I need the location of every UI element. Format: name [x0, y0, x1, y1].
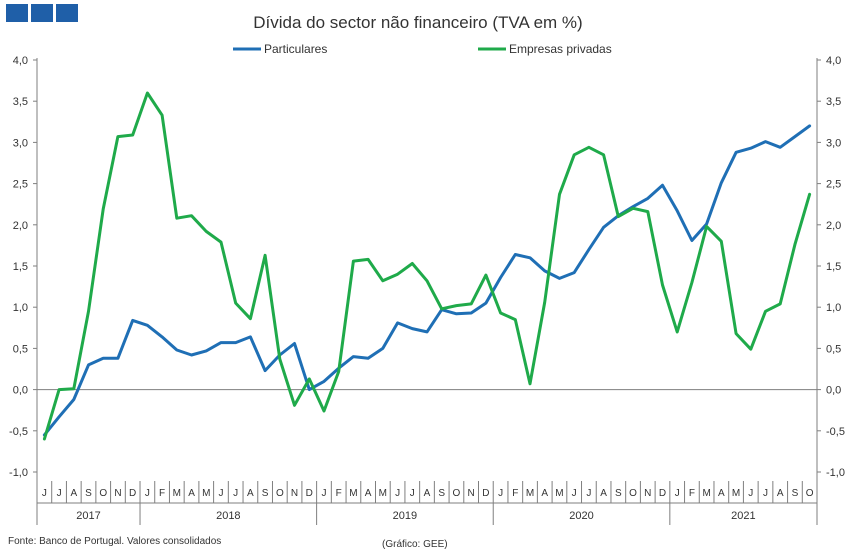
right-tick-label: 3,0 — [826, 137, 841, 149]
month-label: D — [659, 488, 666, 499]
month-label: A — [70, 488, 77, 499]
month-label: A — [188, 488, 195, 499]
month-label: D — [306, 488, 313, 499]
month-label: A — [247, 488, 254, 499]
month-label: D — [482, 488, 489, 499]
month-label: F — [689, 488, 695, 499]
month-label: D — [129, 488, 136, 499]
month-label: S — [792, 488, 799, 499]
month-label: J — [572, 488, 577, 499]
month-label: O — [276, 488, 284, 499]
month-label: M — [349, 488, 357, 499]
month-label: M — [173, 488, 181, 499]
month-label: J — [410, 488, 415, 499]
month-label: M — [732, 488, 740, 499]
right-tick-label: 2,5 — [826, 179, 841, 191]
legend-label-particulares: Particulares — [264, 42, 327, 56]
month-label: F — [512, 488, 518, 499]
left-tick-label: -1,0 — [9, 467, 28, 479]
legend: Particulares Empresas privadas — [233, 42, 612, 56]
right-tick-label: -0,5 — [826, 426, 845, 438]
month-label: J — [218, 488, 223, 499]
month-label: J — [395, 488, 400, 499]
month-label: F — [159, 488, 165, 499]
month-label: M — [379, 488, 387, 499]
month-label: O — [99, 488, 107, 499]
month-label: A — [424, 488, 431, 499]
month-label: N — [291, 488, 298, 499]
month-label: O — [453, 488, 461, 499]
logo-square — [31, 4, 53, 22]
month-label: A — [718, 488, 725, 499]
year-label: 2017 — [76, 510, 100, 522]
month-label: A — [777, 488, 784, 499]
month-label: N — [114, 488, 121, 499]
month-label: M — [202, 488, 210, 499]
month-label: J — [321, 488, 326, 499]
left-tick-label: 0,0 — [13, 385, 28, 397]
right-tick-label: 2,0 — [826, 220, 841, 232]
right-y-axis: 4,0 3,5 3,0 2,5 2,0 1,5 1,0 0,5 0,0 -0,5 -1,0 — [817, 55, 845, 479]
left-tick-label: 2,0 — [13, 220, 28, 232]
chart-title: Dívida do sector não financeiro (TVA em … — [253, 13, 582, 32]
month-label: J — [763, 488, 768, 499]
right-tick-label: 4,0 — [826, 55, 841, 67]
legend-label-empresas: Empresas privadas — [509, 42, 612, 56]
right-tick-label: 0,0 — [826, 385, 841, 397]
left-y-axis: 4,0 3,5 3,0 2,5 2,0 1,5 1,0 0,5 0,0 -0,5 -1,0 — [9, 55, 37, 479]
right-tick-label: -1,0 — [826, 467, 845, 479]
chart-credit: (Gráfico: GEE) — [382, 539, 448, 550]
month-label: J — [42, 488, 47, 499]
month-label: A — [365, 488, 372, 499]
publisher-logo — [6, 4, 78, 22]
series-line-particulares — [42, 124, 812, 437]
left-tick-label: 0,5 — [13, 343, 28, 355]
month-label: S — [85, 488, 92, 499]
month-label: J — [145, 488, 150, 499]
source-note: Fonte: Banco de Portugal. Valores consol… — [8, 536, 222, 547]
month-label: N — [644, 488, 651, 499]
left-tick-label: 3,0 — [13, 137, 28, 149]
logo-square — [56, 4, 78, 22]
right-tick-label: 1,0 — [826, 302, 841, 314]
month-label: M — [555, 488, 563, 499]
x-axis-years: 2017 2018 2019 2020 2021 — [76, 503, 756, 525]
month-label: J — [586, 488, 591, 499]
year-label: 2019 — [393, 510, 417, 522]
month-label: J — [57, 488, 62, 499]
month-label: S — [615, 488, 622, 499]
logo-square — [6, 4, 28, 22]
left-tick-label: 1,5 — [13, 261, 28, 273]
left-tick-label: 4,0 — [13, 55, 28, 67]
month-label: A — [600, 488, 607, 499]
month-label: M — [702, 488, 710, 499]
year-label: 2018 — [216, 510, 240, 522]
month-label: O — [806, 488, 814, 499]
axes — [36, 58, 818, 525]
month-label: S — [438, 488, 445, 499]
left-tick-label: 1,0 — [13, 302, 28, 314]
month-label: J — [748, 488, 753, 499]
month-label: O — [629, 488, 637, 499]
month-label: F — [336, 488, 342, 499]
month-label: J — [498, 488, 503, 499]
right-tick-label: 3,5 — [826, 96, 841, 108]
month-label: S — [262, 488, 269, 499]
year-label: 2020 — [569, 510, 593, 522]
left-tick-label: 2,5 — [13, 179, 28, 191]
month-label: J — [675, 488, 680, 499]
month-label: J — [233, 488, 238, 499]
left-tick-label: 3,5 — [13, 96, 28, 108]
right-tick-label: 1,5 — [826, 261, 841, 273]
month-label: M — [526, 488, 534, 499]
year-label: 2021 — [731, 510, 755, 522]
month-label: A — [541, 488, 548, 499]
series-line-empresas-privadas — [42, 91, 812, 441]
right-tick-label: 0,5 — [826, 343, 841, 355]
month-label: N — [468, 488, 475, 499]
left-tick-label: -0,5 — [9, 426, 28, 438]
series-lines — [42, 91, 812, 441]
